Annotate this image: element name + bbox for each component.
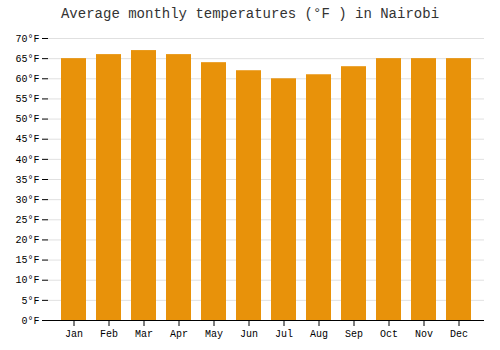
svg-text:Jan: Jan bbox=[65, 329, 83, 340]
svg-text:70°F: 70°F bbox=[15, 34, 39, 45]
svg-text:25°F: 25°F bbox=[15, 215, 39, 226]
svg-text:10°F: 10°F bbox=[15, 275, 39, 286]
svg-text:45°F: 45°F bbox=[15, 134, 39, 145]
svg-text:Apr: Apr bbox=[170, 329, 188, 340]
svg-text:Feb: Feb bbox=[100, 329, 118, 340]
svg-text:Sep: Sep bbox=[345, 329, 363, 340]
svg-text:40°F: 40°F bbox=[15, 155, 39, 166]
html-text:Average monthly temperatures (: Average monthly temperatures (°F ) in Na… bbox=[61, 6, 439, 22]
svg-text:Jun: Jun bbox=[240, 329, 258, 340]
svg-text:30°F: 30°F bbox=[15, 195, 39, 206]
svg-text:Dec: Dec bbox=[450, 329, 468, 340]
svg-text:Mar: Mar bbox=[135, 329, 153, 340]
svg-text:Nov: Nov bbox=[415, 329, 433, 340]
svg-text:15°F: 15°F bbox=[15, 255, 39, 266]
svg-text:Oct: Oct bbox=[380, 329, 398, 340]
svg-text:55°F: 55°F bbox=[15, 94, 39, 105]
svg-text:35°F: 35°F bbox=[15, 175, 39, 186]
svg-text:65°F: 65°F bbox=[15, 54, 39, 65]
svg-text:Jul: Jul bbox=[275, 329, 293, 340]
svg-text:Aug: Aug bbox=[310, 329, 328, 340]
svg-text:May: May bbox=[205, 329, 223, 340]
svg-text:5°F: 5°F bbox=[21, 296, 39, 307]
svg-text:0°F: 0°F bbox=[21, 316, 39, 327]
svg-text:50°F: 50°F bbox=[15, 114, 39, 125]
svg-text:60°F: 60°F bbox=[15, 74, 39, 85]
svg-text:20°F: 20°F bbox=[15, 235, 39, 246]
